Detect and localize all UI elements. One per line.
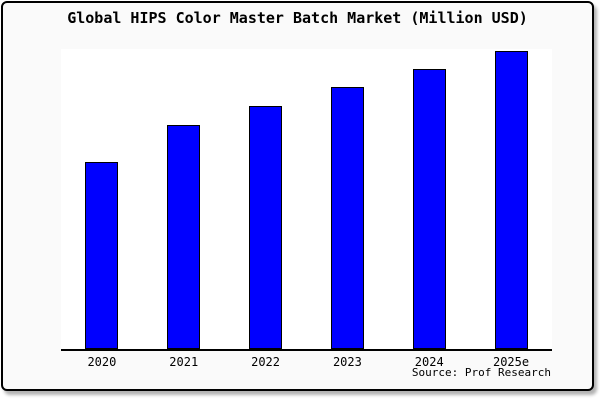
bar-slot — [143, 49, 225, 349]
x-tick-label: 2024 — [414, 355, 444, 369]
source-label: Source: Prof Research — [411, 366, 551, 379]
bar-2022 — [249, 106, 283, 349]
bars-container — [61, 49, 552, 349]
x-tick-label: 2021 — [169, 355, 199, 369]
bar-2023 — [330, 87, 364, 349]
x-axis-labels: 2020 2021 2022 2023 2024 2025e — [61, 355, 552, 369]
bar-2024 — [412, 69, 446, 349]
chart-title: Global HIPS Color Master Batch Market (M… — [67, 9, 528, 27]
bar-2025e — [494, 51, 528, 349]
chart-frame: Global HIPS Color Master Batch Market (M… — [1, 1, 594, 391]
x-tick-label: 2023 — [332, 355, 362, 369]
x-tick-label: 2025e — [492, 355, 530, 369]
bar-2021 — [167, 125, 201, 349]
bar-slot — [388, 49, 470, 349]
x-tick-label: 2020 — [87, 355, 117, 369]
bar-slot — [225, 49, 307, 349]
bar-slot — [470, 49, 552, 349]
plot-area — [61, 49, 552, 351]
bar-slot — [61, 49, 143, 349]
x-tick-label: 2022 — [251, 355, 281, 369]
bar-2020 — [85, 162, 119, 349]
bar-slot — [306, 49, 388, 349]
